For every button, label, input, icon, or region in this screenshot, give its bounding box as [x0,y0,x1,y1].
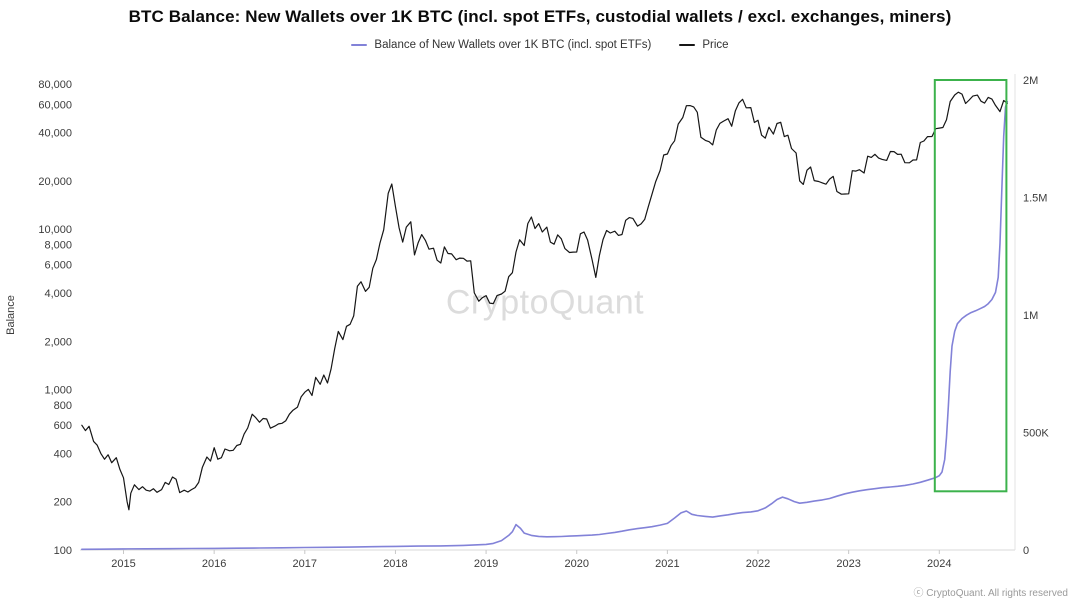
svg-text:600: 600 [54,420,72,432]
svg-text:2023: 2023 [836,558,860,570]
svg-text:Balance: Balance [5,295,17,335]
svg-text:2015: 2015 [111,558,135,570]
svg-text:8,000: 8,000 [44,240,72,252]
svg-text:6,000: 6,000 [44,260,72,272]
svg-text:1,000: 1,000 [44,385,72,397]
cryptoquant-watermark: CryptoQuant [445,283,645,322]
svg-text:1M: 1M [1023,310,1038,322]
svg-text:100: 100 [54,545,72,557]
svg-text:200: 200 [54,497,72,509]
svg-text:400: 400 [54,448,72,460]
svg-text:2017: 2017 [293,558,317,570]
svg-text:1.5M: 1.5M [1023,193,1047,205]
svg-text:40,000: 40,000 [38,128,72,140]
svg-text:0: 0 [1023,545,1029,557]
svg-text:2020: 2020 [564,558,588,570]
legend-label-balance: Balance of New Wallets over 1K BTC (incl… [374,39,652,51]
svg-text:2,000: 2,000 [44,336,72,348]
svg-text:800: 800 [54,400,72,412]
svg-text:2021: 2021 [655,558,679,570]
balance-line-swatch [351,44,368,46]
svg-text:10,000: 10,000 [38,224,72,236]
price-line-swatch [679,44,696,46]
svg-text:2018: 2018 [383,558,407,570]
svg-text:500K: 500K [1023,428,1049,440]
copyright-notice: ⓒ CryptoQuant. All rights reserved [913,588,1068,599]
svg-text:20,000: 20,000 [38,176,72,188]
svg-text:2024: 2024 [927,558,951,570]
svg-text:2M: 2M [1023,75,1038,87]
svg-text:2019: 2019 [474,558,498,570]
svg-text:60,000: 60,000 [38,99,72,111]
legend: Balance of New Wallets over 1K BTC (incl… [0,39,1080,51]
legend-label-price: Price [702,39,729,51]
legend-item-price[interactable]: Price [679,39,729,51]
chart-title: BTC Balance: New Wallets over 1K BTC (in… [128,7,952,26]
svg-text:2022: 2022 [746,558,770,570]
svg-text:4,000: 4,000 [44,288,72,300]
svg-text:2016: 2016 [202,558,226,570]
legend-item-balance[interactable]: Balance of New Wallets over 1K BTC (incl… [351,39,651,51]
svg-text:80,000: 80,000 [38,79,72,91]
